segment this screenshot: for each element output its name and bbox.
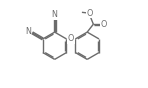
Text: O: O — [68, 34, 74, 43]
Text: N: N — [25, 27, 31, 36]
Text: N: N — [52, 10, 58, 19]
Text: O: O — [100, 20, 106, 29]
Text: O: O — [87, 9, 93, 18]
